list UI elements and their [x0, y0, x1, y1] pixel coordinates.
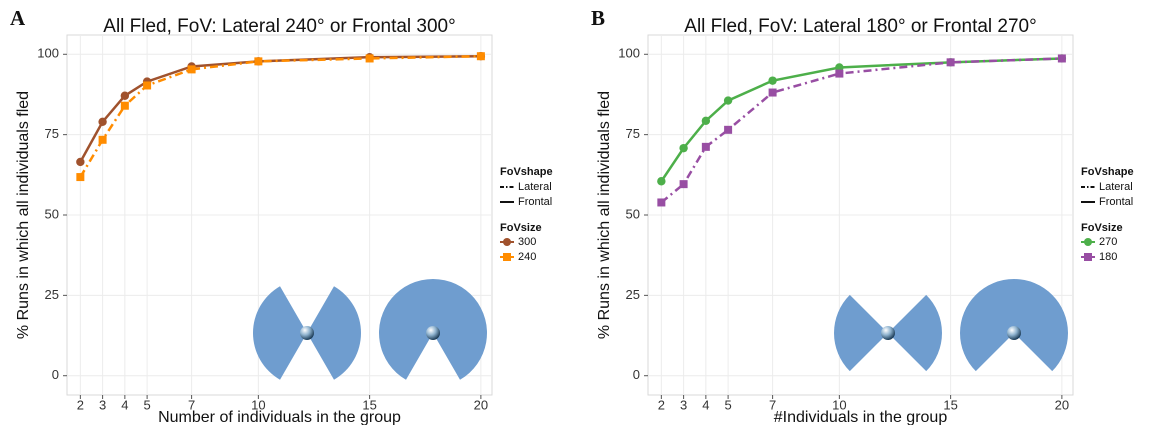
point [120, 101, 129, 110]
y-axis-label: % Runs in which all individuals fled [15, 91, 32, 339]
fov-icon [307, 286, 362, 380]
y-tick-label: 75 [626, 126, 640, 141]
panel-label: A [10, 6, 26, 30]
legend-label: Lateral [518, 181, 552, 193]
fov-icon [888, 294, 942, 372]
x-tick-label: 20 [1055, 397, 1069, 412]
panel-label: B [591, 6, 605, 30]
x-tick-label: 4 [121, 397, 128, 412]
point [187, 65, 196, 74]
legend-key [1084, 253, 1092, 261]
point [143, 81, 152, 90]
x-tick-label: 2 [77, 397, 84, 412]
point [120, 91, 130, 100]
x-tick-label: 2 [658, 397, 665, 412]
point [701, 116, 711, 126]
point [835, 69, 844, 78]
point [724, 125, 733, 134]
point [768, 88, 777, 97]
point [679, 143, 688, 153]
point [76, 173, 85, 182]
fov-icon [834, 294, 888, 372]
point [835, 63, 844, 72]
point [723, 96, 733, 105]
x-tick-label: 4 [702, 397, 709, 412]
legend-key [503, 253, 511, 261]
legend-title: FoVsize [500, 222, 542, 234]
y-tick-label: 0 [633, 367, 640, 382]
point [768, 76, 777, 85]
x-tick-label: 3 [99, 397, 106, 412]
legend-key [503, 238, 511, 246]
y-tick-label: 75 [45, 126, 59, 141]
point [98, 135, 107, 144]
y-tick-label: 25 [626, 287, 640, 302]
legend-label: 180 [1099, 251, 1117, 263]
point [476, 52, 485, 61]
legend-title: FoVshape [1081, 166, 1134, 178]
y-tick-label: 25 [45, 287, 59, 302]
legend-label: 240 [518, 251, 536, 263]
y-tick-label: 0 [52, 367, 59, 382]
legend-label: 270 [1099, 236, 1117, 248]
fov-icon [252, 286, 307, 380]
y-tick-label: 50 [45, 206, 59, 221]
point [98, 117, 107, 126]
y-tick-label: 50 [626, 206, 640, 221]
x-tick-label: 3 [680, 397, 687, 412]
x-tick-label: 10 [832, 397, 846, 412]
x-tick-label: 5 [724, 397, 731, 412]
agent-icon [300, 326, 314, 340]
x-tick-label: 15 [943, 397, 957, 412]
legend-title: FoVsize [1081, 222, 1123, 234]
point [365, 54, 374, 63]
y-axis-label: % Runs in which all individuals fled [596, 91, 613, 339]
y-tick-label: 100 [618, 46, 640, 61]
series-line [660, 57, 1062, 182]
agent-icon [426, 326, 440, 340]
legend-label: Frontal [518, 196, 552, 208]
point [254, 57, 263, 66]
point [1057, 54, 1066, 63]
point [946, 58, 955, 67]
series-line [79, 54, 481, 163]
x-tick-label: 7 [769, 397, 776, 412]
x-tick-label: 7 [188, 397, 195, 412]
point [657, 177, 666, 186]
point [76, 157, 85, 167]
point [679, 180, 688, 189]
fov-icon [960, 279, 1068, 372]
series-line [660, 57, 1062, 204]
x-tick-label: 15 [362, 397, 376, 412]
legend-title: FoVshape [500, 166, 553, 178]
y-tick-label: 100 [37, 46, 59, 61]
legend-label: 300 [518, 236, 536, 248]
x-tick-label: 10 [251, 397, 265, 412]
legend-label: Lateral [1099, 181, 1133, 193]
point [701, 142, 710, 151]
x-axis-label: Number of individuals in the group [158, 409, 401, 425]
legend-key [1084, 238, 1092, 246]
point [657, 198, 666, 207]
agent-icon [881, 326, 895, 340]
legend-label: Frontal [1099, 196, 1133, 208]
agent-icon [1007, 326, 1021, 340]
x-axis-label: #Individuals in the group [774, 409, 948, 425]
x-tick-label: 5 [143, 397, 150, 412]
x-tick-label: 20 [474, 397, 488, 412]
chart-title: All Fled, FoV: Lateral 180° or Frontal 2… [684, 16, 1036, 37]
chart-title: All Fled, FoV: Lateral 240° or Frontal 3… [103, 16, 455, 37]
